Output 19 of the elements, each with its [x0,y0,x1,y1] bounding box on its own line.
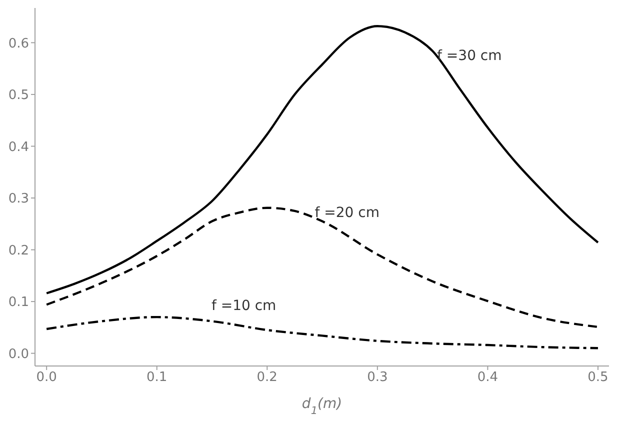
x-tick-label: 0.2 [256,370,278,386]
y-tick-label: 0.5 [8,88,29,104]
y-tick-label: 0.6 [8,36,29,52]
y-tick-label: 0.4 [8,140,29,155]
x-tick-label: 0.4 [477,370,498,386]
y-tick-label: 0.3 [8,192,29,207]
series-label: f =10 cm [212,298,276,314]
x-tick-label: 0.5 [588,370,608,386]
x-axis-title: d$_{1}$(m) [302,396,342,417]
y-tick-label: 0.2 [8,243,29,258]
x-tick-label: 0.0 [36,370,57,386]
series-label: f =20 cm [314,204,380,221]
y-tick-label: 0.1 [8,295,29,310]
y-tick-label: 0.0 [8,346,29,362]
line-series [45,25,600,294]
line-series [45,316,600,350]
x-tick-label: 0.3 [367,370,388,386]
line-series [45,206,600,328]
x-tick-label: 0.1 [146,370,168,386]
